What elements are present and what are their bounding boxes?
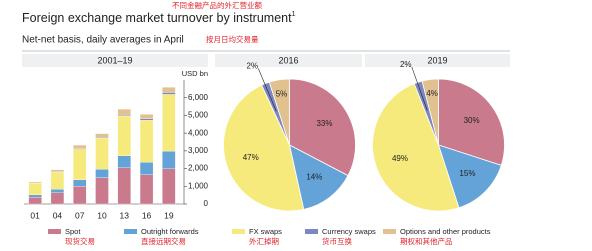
subtitle: Net-net basis, daily averages in April (22, 35, 184, 46)
bar-segment (95, 177, 109, 205)
pie-slice (372, 83, 460, 212)
value-label: 47% (243, 153, 259, 162)
bar-segment (117, 155, 131, 168)
y-unit: USD bn (182, 69, 208, 78)
legend-note: 直接远期交易 (141, 236, 186, 246)
value-label: 14% (306, 173, 322, 182)
y-tick-label: 2,000 (188, 164, 209, 173)
value-label: 33% (316, 119, 332, 128)
legend-swatch (48, 229, 61, 234)
bar-segment (28, 183, 42, 196)
x-tick-label: 01 (30, 210, 40, 220)
legend-label: Options and other products (400, 227, 491, 236)
value-label: 30% (464, 116, 480, 125)
pie-slice (421, 78, 439, 146)
title: Foreign exchange market turnover by inst… (22, 11, 296, 25)
legend-swatch (232, 229, 245, 234)
footnote-mark: 1 (292, 11, 296, 18)
value-label: 2% (400, 60, 412, 69)
value-label: 15% (459, 169, 475, 178)
bar-segment (73, 149, 87, 180)
pie-slice (289, 78, 356, 177)
bar-segment (162, 150, 176, 169)
value-label: 49% (392, 154, 408, 163)
y-tick-label: 5,000 (188, 111, 209, 120)
legend-swatch (124, 229, 137, 234)
pie-slice (288, 144, 349, 210)
legend-label: Spot (65, 227, 81, 236)
bar-segment (117, 115, 131, 156)
y-tick-label: 4,000 (188, 128, 209, 137)
bar-segment (95, 169, 109, 178)
panel-header (215, 54, 362, 67)
y-tick-label: 6,000 (188, 93, 209, 102)
legend-note: 现货交易 (65, 236, 95, 246)
y-tick-label: 3,000 (188, 146, 209, 155)
bar-segment (162, 87, 176, 93)
bar-segment (162, 168, 176, 205)
legend-label: Outright forwards (141, 227, 199, 236)
bar-segment (28, 181, 42, 184)
leader-line (411, 66, 428, 111)
legend-note: 货币互换 (322, 236, 352, 246)
legend-swatch (305, 229, 318, 234)
legend-note: 外汇掉期 (249, 236, 279, 246)
pie-slice (438, 78, 505, 166)
legend-note: 期权和其他产品 (400, 236, 453, 246)
y-tick-label: 1,000 (188, 181, 209, 190)
panel-header (365, 54, 510, 67)
bar-segment (95, 137, 109, 170)
subtitle-note: 按月日均交易量 (206, 34, 259, 44)
x-tick-label: 04 (53, 210, 63, 220)
legend-label: Currency swaps (322, 227, 376, 236)
bar-segment (73, 144, 87, 150)
bar-segment (139, 118, 154, 121)
pie-slice (223, 84, 305, 212)
x-tick-label: 19 (164, 210, 174, 220)
value-label: 4% (426, 89, 438, 98)
leader-line (258, 68, 277, 112)
bar-segment (139, 174, 154, 205)
bar-segment (139, 120, 154, 163)
x-tick-label: 16 (142, 210, 152, 220)
title-text: Foreign exchange market turnover by inst… (22, 11, 292, 25)
bar-segment (117, 108, 131, 116)
panel-header (22, 54, 208, 67)
x-tick-label: 13 (120, 210, 130, 220)
panel-title: 2016 (278, 55, 298, 65)
x-tick-label: 10 (97, 210, 107, 220)
bar-segment (73, 179, 87, 187)
panel-title: 2019 (427, 55, 447, 65)
pie-slice (268, 78, 290, 146)
bar-segment (28, 194, 42, 198)
bar-segment (162, 92, 176, 95)
bar-segment (50, 192, 65, 205)
value-label: 2% (247, 62, 259, 71)
bar-segment (50, 169, 65, 172)
bar-segment (73, 186, 87, 205)
bar-segment (162, 94, 176, 152)
bar-segment (139, 114, 154, 119)
legend-label: FX swaps (249, 227, 282, 236)
bar-segment (50, 188, 65, 193)
title-note: 不同金融产品的外汇营业额 (172, 0, 262, 10)
bar-segment (50, 172, 65, 190)
bar-segment (117, 167, 131, 205)
bar-segment (139, 162, 154, 175)
value-label: 5% (276, 89, 288, 98)
bar-segment (28, 197, 42, 205)
panel-title: 2001–19 (97, 55, 132, 65)
legend-swatch (383, 229, 396, 234)
y-tick-label: 0 (204, 199, 209, 208)
bar-segment (95, 133, 109, 138)
x-tick-label: 07 (75, 210, 85, 220)
